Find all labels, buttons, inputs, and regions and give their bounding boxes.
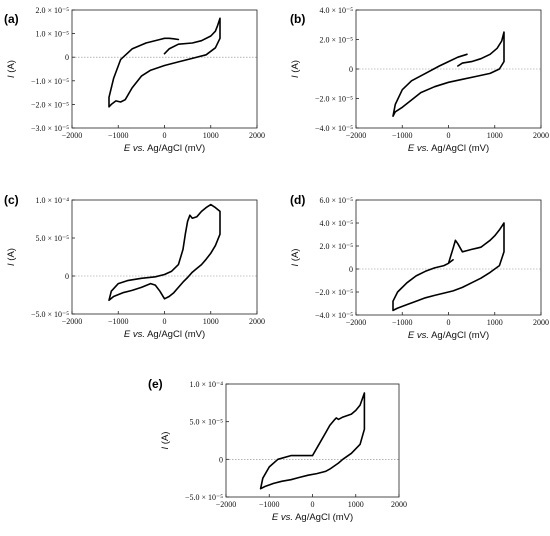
y-tick-label: −4.0 × 10⁻⁵: [315, 311, 353, 320]
x-tick-label: 2000: [249, 317, 265, 326]
y-axis-title: I (A): [6, 248, 17, 266]
y-tick-label: 2.0 × 10⁻⁵: [319, 242, 353, 251]
x-tick-label: 0: [163, 317, 167, 326]
x-tick-label: −2000: [346, 131, 367, 140]
x-tick-label: −1000: [259, 500, 280, 509]
panel-b: (b) −2000 −1000 0 1000 2000 −4.0 × 10⁻⁵ −2.0 × …: [290, 6, 549, 154]
y-tick-label: −5.0 × 10⁻⁵: [185, 493, 223, 502]
y-tick-label: −2.0 × 10⁻⁵: [315, 95, 353, 104]
x-tick-label: 1000: [203, 131, 219, 140]
x-tick-label: 2000: [533, 318, 549, 327]
x-axis-title: E vs. Ag/AgCl (mV): [408, 143, 489, 154]
x-tick-label: 2000: [249, 131, 265, 140]
x-tick-label: 0: [163, 131, 167, 140]
panel-label: (b): [290, 12, 305, 26]
x-tick-label: 1000: [203, 317, 219, 326]
x-axis-title: E vs. Ag/AgCl (mV): [408, 330, 489, 341]
y-tick-label: −3.0 × 10⁻⁵: [31, 124, 69, 133]
x-tick-label: 0: [447, 131, 451, 140]
y-tick-label: −2.0 × 10⁻⁵: [31, 100, 69, 109]
plot-frame: [71, 199, 258, 315]
y-axis-title: I (A): [290, 60, 301, 78]
panel-c: (c) −2000 −1000 0 1000 2000 −5.0 × 10⁻⁵ 0 5.0 × …: [4, 193, 265, 340]
y-tick-label: 0: [65, 272, 69, 281]
x-tick-label: −2000: [62, 317, 83, 326]
x-tick-label: 1000: [348, 500, 364, 509]
x-tick-label: −2000: [346, 318, 367, 327]
y-tick-label: 1.0 × 10⁻⁴: [35, 196, 69, 205]
panel-e: (e) −2000 −1000 0 1000 2000 −5.0 × 10⁻⁵ 0 5.0 × …: [148, 377, 407, 523]
y-tick-label: −4.0 × 10⁻⁵: [315, 124, 353, 133]
y-tick-label: 6.0 × 10⁻⁵: [319, 196, 353, 205]
y-tick-label: 2.0 × 10⁻⁵: [35, 6, 69, 15]
y-tick-label: −1.0 × 10⁻⁵: [31, 77, 69, 86]
panel-label: (c): [4, 193, 19, 207]
x-tick-label: 2000: [533, 131, 549, 140]
y-axis-title: I (A): [6, 60, 17, 78]
panel-label: (e): [148, 377, 163, 391]
y-tick-label: 0: [349, 65, 353, 74]
panel-a: (a) −2000 −1000 0 1000 2000 −3.0 × 10⁻⁵ −2.0 × …: [4, 6, 265, 154]
x-axis-title: E vs. Ag/AgCl (mV): [124, 329, 205, 340]
y-tick-label: 5.0 × 10⁻⁵: [189, 418, 223, 427]
cv-curve: [259, 392, 366, 490]
y-tick-label: 0: [219, 455, 223, 464]
plot-frame: [355, 199, 542, 316]
x-tick-label: 1000: [487, 318, 503, 327]
y-axis-title: I (A): [160, 432, 171, 450]
plot-frame: [225, 383, 400, 498]
x-tick-label: 2000: [391, 500, 407, 509]
cv-curve: [108, 203, 221, 302]
y-tick-label: 1.0 × 10⁻⁵: [35, 30, 69, 39]
panel-label: (d): [290, 193, 305, 207]
y-tick-label: 2.0 × 10⁻⁵: [319, 36, 353, 45]
y-tick-label: 1.0 × 10⁻⁴: [189, 380, 223, 389]
x-axis-title: E vs. Ag/AgCl (mV): [124, 143, 205, 154]
x-tick-label: −1000: [392, 318, 413, 327]
panel-d: (d) −2000 −1000 0 1000 2000 −4.0 × 10⁻⁵ −2.0 × …: [290, 193, 549, 341]
y-tick-label: 4.0 × 10⁻⁵: [319, 6, 353, 15]
x-tick-label: −1000: [108, 317, 129, 326]
cv-curve: [392, 31, 505, 117]
plot-frame: [71, 9, 258, 129]
x-axis-title: E vs. Ag/AgCl (mV): [272, 512, 353, 523]
panel-label: (a): [4, 12, 19, 26]
x-tick-label: −2000: [62, 131, 83, 140]
y-tick-label: 0: [65, 53, 69, 62]
x-tick-label: −1000: [392, 131, 413, 140]
x-tick-label: 0: [447, 318, 451, 327]
y-tick-label: −5.0 × 10⁻⁵: [31, 310, 69, 319]
y-axis-title: I (A): [290, 249, 301, 267]
x-tick-label: 1000: [487, 131, 503, 140]
x-tick-label: −2000: [216, 500, 237, 509]
cv-curve: [392, 222, 505, 312]
y-tick-label: 0: [349, 265, 353, 274]
x-tick-label: 0: [311, 500, 315, 509]
y-tick-label: 5.0 × 10⁻⁵: [35, 234, 69, 243]
y-tick-label: 4.0 × 10⁻⁵: [319, 219, 353, 228]
y-tick-label: −2.0 × 10⁻⁵: [315, 288, 353, 297]
cv-curve: [108, 17, 221, 108]
x-tick-label: −1000: [108, 131, 129, 140]
